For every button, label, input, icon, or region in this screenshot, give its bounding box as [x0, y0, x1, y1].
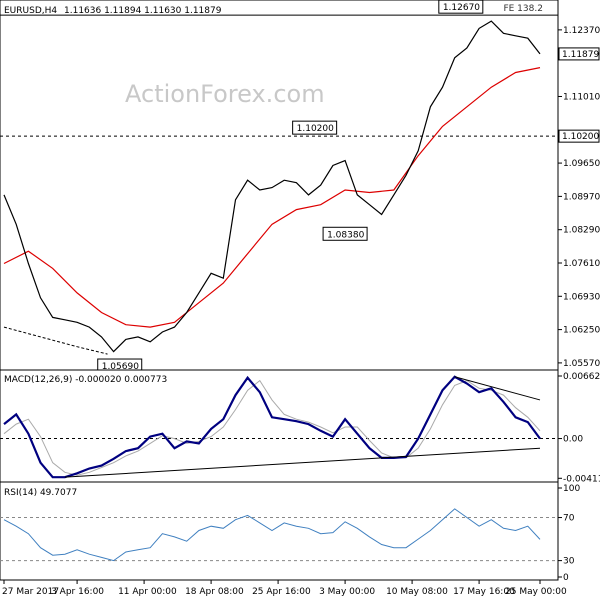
x-tick-label: 18 Apr 08:00: [185, 587, 244, 597]
price-annotation-frame: [322, 226, 368, 241]
price-y-tick-label: 1.07610: [563, 259, 600, 269]
previous-ma-dashed-line: [3, 326, 108, 355]
price-axis-marker: [558, 129, 600, 143]
price-annotation-box: 1.12670: [438, 0, 484, 14]
macd-trendline: [64, 447, 541, 478]
fibonacci-extension-label: FE 138.2: [503, 4, 543, 14]
price-y-tick-label: 1.08970: [563, 192, 600, 202]
rsi-y-tick-label: 30: [563, 557, 575, 567]
price-y-tick-label: 1.06250: [563, 326, 600, 336]
rsi-y-axis: 100 70 30 0: [558, 484, 580, 583]
rsi-levels: [0, 517, 558, 562]
x-tick-label: 27 Mar 2017: [2, 587, 59, 597]
price-annotation-label: 1.10200: [297, 124, 334, 134]
rsi-line: [3, 508, 541, 562]
x-tick-label: 25 Apr 16:00: [252, 587, 311, 597]
macd-series-group: [3, 375, 541, 479]
price-plot-area: [0, 0, 559, 371]
price-line: [3, 20, 541, 353]
rsi-panel-header: RSI(14) 49.7077: [4, 488, 77, 498]
macd-signal-line: [3, 379, 541, 476]
macd-y-axis: 0.006624 0.00 -0.004116: [558, 372, 600, 484]
x-tick-label: 10 May 08:00: [386, 587, 448, 597]
macd-panel: MACD(12,26,9) -0.000020 0.000773 0.00662…: [0, 369, 600, 484]
x-tick-label: 3 May 00:00: [319, 587, 375, 597]
rsi-plot-area: [0, 481, 559, 581]
watermark: ActionForex.com: [125, 80, 325, 108]
x-tick-label: 17 May 16:00: [453, 587, 515, 597]
price-levels: [0, 14, 558, 137]
rsi-y-tick-label: 0: [563, 573, 569, 583]
macd-y-tick-label: 0.006624: [563, 372, 600, 382]
moving-average-line: [3, 67, 541, 328]
price-axis-marker-label: 1.11879: [562, 50, 599, 60]
price-annotation-frame: [438, 0, 484, 14]
rsi-panel: RSI(14) 49.7077 100 70 30 0: [0, 481, 580, 583]
macd-y-tick-label: 0.00: [563, 435, 583, 445]
rsi-y-tick-label: 70: [563, 514, 575, 524]
price-panel-header-ohlc: 1.11636 1.11894 1.11630 1.11879: [64, 6, 222, 16]
rsi-series-group: [3, 508, 541, 562]
price-y-tick-label: 1.09650: [563, 159, 600, 169]
rsi-y-tick-label: 100: [563, 484, 580, 494]
price-annotation-box: 1.08380: [322, 226, 368, 241]
price-axis-marker: [558, 47, 600, 61]
price-annotations: 1.12670 1.10200 1.08380 1.05690 FE 138.2: [97, 0, 543, 373]
x-tick-label: 25 May 00:00: [505, 587, 567, 597]
price-y-tick-label: 1.06930: [563, 292, 600, 302]
x-tick-label: 11 Apr 00:00: [118, 587, 177, 597]
price-annotation-frame: [292, 120, 338, 135]
price-annotation-label: 1.12670: [443, 3, 480, 13]
price-panel: EURUSD,H4 1.11636 1.11894 1.11630 1.1187…: [0, 0, 600, 373]
x-tick-label: 3 Apr 16:00: [51, 587, 104, 597]
price-panel-header-symbol: EURUSD,H4: [4, 6, 57, 16]
price-axis-marker-label: 1.10200: [562, 132, 599, 142]
price-y-tick-label: 1.05570: [563, 359, 600, 369]
price-annotation-label: 1.05690: [102, 362, 139, 372]
price-annotation-box: 1.10200: [292, 120, 338, 135]
price-series-group: [3, 20, 541, 355]
price-y-tick-label: 1.12370: [563, 26, 600, 36]
price-annotation-label: 1.08380: [327, 230, 364, 240]
price-y-tick-label: 1.11010: [563, 92, 600, 102]
price-y-axis: 1.12370 1.11879 1.11010 1.10200 1.09650 1.089…: [558, 26, 600, 369]
macd-panel-header: MACD(12,26,9) -0.000020 0.000773: [4, 375, 167, 385]
macd-plot-area: [0, 369, 559, 483]
price-y-tick-label: 1.08290: [563, 226, 600, 236]
macd-trendline: [454, 376, 541, 401]
macd-y-tick-label: -0.004116: [563, 474, 600, 484]
macd-main-line: [3, 375, 541, 479]
